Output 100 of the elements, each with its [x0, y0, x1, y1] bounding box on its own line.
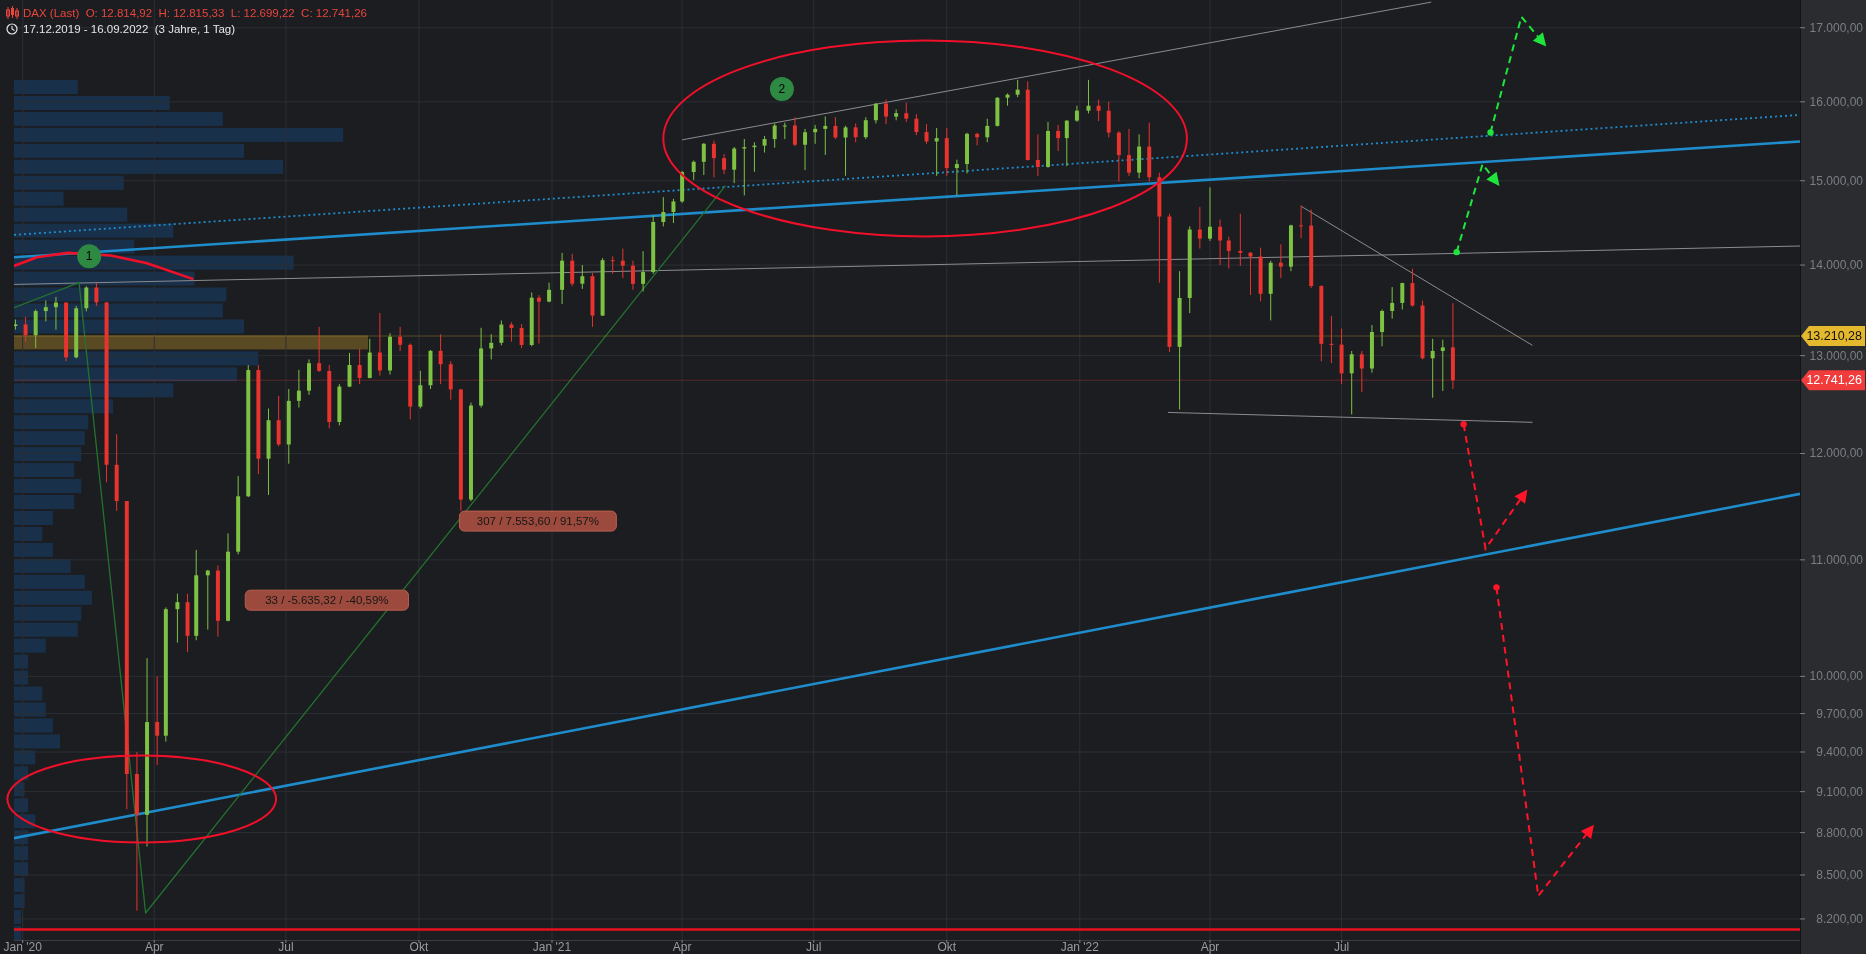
ref-line-label: 12.741,26	[1806, 373, 1863, 388]
bar	[14, 127, 344, 142]
candlestick	[398, 326, 403, 352]
y-tick-label: 15.000,00	[1809, 173, 1864, 188]
y-tick-label: 9.100,00	[1816, 784, 1864, 799]
candlestick	[1380, 309, 1385, 347]
candlestick	[691, 160, 696, 181]
y-tick-label: 8.800,00	[1816, 825, 1864, 840]
bar	[14, 638, 46, 653]
candlestick	[1096, 99, 1101, 122]
candlestick	[914, 113, 919, 136]
candlestick	[570, 253, 575, 287]
bar	[14, 463, 75, 478]
bar	[14, 431, 85, 446]
y-tick-label: 14.000,00	[1809, 258, 1864, 273]
ref-line-label: 13.210,28	[1806, 329, 1863, 344]
candlestick	[43, 300, 48, 322]
candlestick	[1238, 213, 1243, 267]
candlestick	[1400, 282, 1405, 311]
candlestick	[954, 159, 959, 196]
candlestick	[1127, 128, 1131, 177]
x-tick-label: Jan '21	[532, 940, 572, 954]
candlestick	[792, 116, 797, 147]
bar	[14, 574, 85, 589]
candlestick	[620, 248, 625, 279]
candlestick	[1440, 339, 1445, 392]
candlestick	[701, 142, 706, 176]
bar	[14, 878, 25, 893]
candlestick	[813, 124, 818, 145]
candlestick	[155, 675, 160, 766]
x-tick-label: Apr	[1200, 940, 1220, 954]
y-tick-label: 12.000,00	[1809, 446, 1864, 461]
candlestick	[1064, 119, 1069, 167]
bar	[14, 143, 245, 158]
bar	[14, 383, 174, 398]
y-tick-label: 10.000,00	[1809, 669, 1864, 684]
y-tick-label: 9.400,00	[1816, 745, 1864, 759]
candlestick	[296, 369, 301, 409]
candlestick	[175, 593, 180, 644]
candlestick	[1248, 251, 1253, 296]
candlestick	[772, 122, 777, 149]
candlestick	[782, 122, 787, 140]
candlestick	[1226, 236, 1231, 270]
annotation: 1	[85, 249, 93, 264]
candlestick	[803, 128, 808, 171]
candlestick	[317, 326, 322, 373]
bar	[14, 495, 75, 510]
bar	[14, 798, 29, 813]
candlestick	[863, 116, 868, 140]
x-tick-label: Apr	[144, 940, 164, 954]
candlestick	[641, 250, 646, 293]
y-tick-label: 9.700,00	[1816, 706, 1864, 721]
candlestick	[853, 122, 858, 143]
bar	[14, 367, 238, 382]
candlestick	[536, 294, 541, 344]
bar	[14, 159, 284, 174]
x-tick-label: Jan '22	[1060, 940, 1100, 954]
candlestick	[489, 333, 494, 360]
candlestick	[1218, 219, 1223, 266]
candlestick	[1410, 268, 1415, 308]
candlestick	[1329, 315, 1334, 364]
candlestick	[1207, 186, 1212, 242]
candlestick	[1349, 350, 1354, 415]
x-tick-label: Okt	[937, 940, 957, 954]
candlestick	[1390, 286, 1395, 320]
annotation: 33 / -5.635,32 / -40,59%	[265, 594, 389, 607]
bar	[14, 207, 128, 222]
bar	[14, 590, 92, 605]
x-tick-label: Jul	[1333, 940, 1350, 954]
candlestick	[742, 138, 747, 196]
x-tick-label: Apr	[672, 940, 692, 954]
candlestick	[671, 198, 676, 224]
candlestick	[23, 316, 28, 343]
candlestick	[357, 348, 362, 385]
candlestick	[630, 260, 635, 291]
x-tick-label: Okt	[409, 940, 429, 954]
annotation: 2	[778, 81, 786, 96]
bar	[14, 510, 53, 525]
bar	[14, 80, 78, 95]
candlestick	[580, 264, 585, 290]
y-tick-label: 16.000,00	[1809, 94, 1864, 109]
line-series	[14, 184, 727, 914]
bar	[14, 415, 89, 430]
candlestick	[499, 319, 504, 346]
candlestick	[843, 125, 848, 177]
candlestick	[418, 370, 423, 409]
annotation: 307 / 7.553,60 / 91,57%	[476, 515, 599, 528]
candlestick	[711, 140, 716, 178]
candlestick	[519, 323, 524, 349]
bar	[14, 111, 223, 126]
candlestick	[873, 102, 878, 124]
candlestick	[1359, 350, 1364, 393]
candlestick	[377, 312, 382, 377]
text: 17.12.2019 - 16.09.2022 (3 Jahre, 1 Tag)	[23, 23, 236, 35]
line-series	[14, 251, 195, 281]
candlestick	[1299, 204, 1304, 239]
candlestick	[1056, 124, 1061, 152]
y-tick-label: 8.200,00	[1816, 911, 1864, 926]
candlestick	[924, 123, 929, 145]
candlestick	[84, 285, 89, 312]
